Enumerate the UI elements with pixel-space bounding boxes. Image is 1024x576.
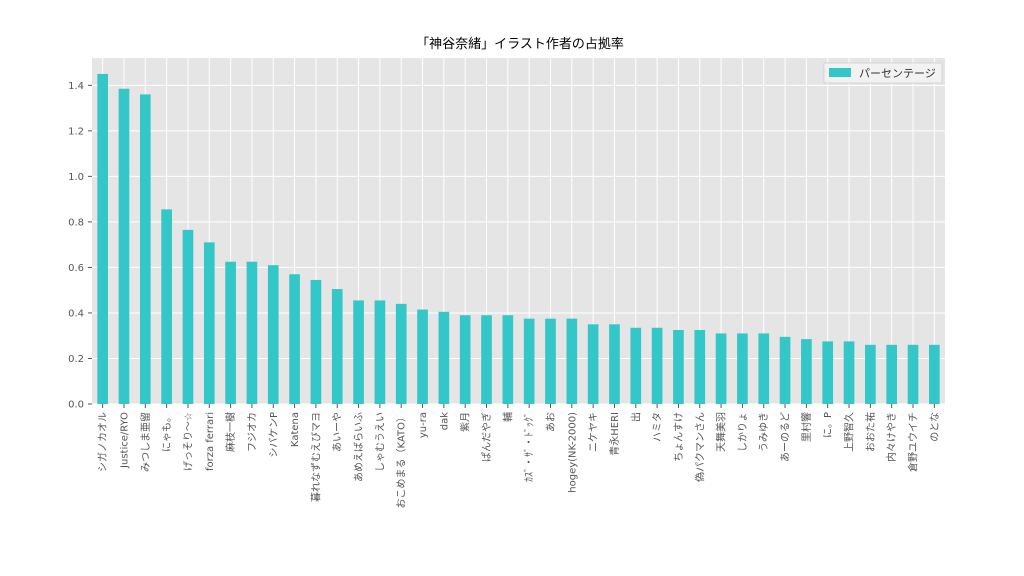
x-tick-label: フジオカ: [246, 412, 258, 452]
x-tick-label: 倉野ユウイチ: [907, 412, 920, 472]
plot-area: [92, 58, 945, 404]
bar: [843, 341, 855, 404]
x-tick-label: シバケンP: [268, 412, 280, 457]
x-tick-label: 麻枝一樹: [224, 412, 237, 452]
bar: [225, 261, 236, 404]
bar: [609, 324, 620, 404]
bar: [267, 265, 279, 404]
bar: [246, 261, 258, 404]
x-tick-label: Justice/RYO: [119, 412, 130, 469]
y-tick-label: 0.2: [68, 354, 84, 365]
bar: [886, 344, 898, 404]
y-tick-label: 1.2: [68, 126, 84, 137]
legend-box: [823, 62, 943, 84]
bar: [758, 333, 770, 404]
x-tick-label: Katena: [290, 412, 301, 447]
bar: [929, 344, 940, 404]
x-tick-label: 紫月: [460, 412, 472, 432]
legend: パーセンテージ: [823, 62, 943, 84]
x-axis: シガノカオル Justice/RYO みつしま亜留 にゃも。 げっそり〜☆ forza f…: [97, 404, 941, 508]
bar: [545, 318, 556, 404]
bar: [822, 341, 834, 404]
bar: [907, 344, 919, 404]
bar: [438, 311, 450, 404]
x-tick-label: hogey(NK-2000): [567, 412, 578, 493]
bar: [651, 327, 663, 404]
y-tick-label: 0.6: [68, 263, 84, 274]
chart-title: 「神谷奈緒」イラスト作者の占拠率: [416, 36, 624, 52]
bar: [182, 229, 194, 404]
bar: [139, 94, 151, 404]
bar: [587, 324, 599, 404]
bar: [331, 289, 343, 404]
bar: [694, 330, 706, 404]
bar: [801, 339, 812, 404]
bar: [161, 209, 172, 404]
x-tick-label: ちょんすけ: [673, 412, 685, 462]
x-tick-label: おおた祐: [864, 412, 877, 452]
bar: [395, 303, 407, 404]
x-tick-label: ハミタ: [652, 412, 664, 442]
x-tick-label: しゃむうえい: [374, 412, 386, 472]
y-tick-label: 0.8: [68, 217, 84, 228]
bar: [630, 327, 642, 404]
bar: [374, 300, 386, 404]
y-tick-label: 0.4: [68, 308, 84, 319]
x-tick-label: みつしま亜留: [139, 412, 152, 472]
x-tick-label: あいーや: [332, 412, 344, 452]
x-tick-label: あお: [545, 412, 557, 432]
bar: [523, 318, 535, 404]
x-tick-label: 里村響: [800, 412, 813, 442]
x-tick-label: 暮れなずむえびマヨ: [309, 412, 322, 502]
x-tick-label: 天舞美羽: [715, 412, 728, 452]
bar: [737, 333, 748, 404]
bar: [310, 279, 322, 404]
x-tick-label: ｶｽﾞ・ｻﾞ・ﾄﾞｯｸﾞ: [524, 412, 536, 482]
bar: [673, 330, 684, 404]
x-tick-label: のとな: [929, 412, 941, 442]
x-tick-label: 偽パクマンさん: [693, 412, 706, 482]
bar: [203, 242, 215, 404]
bar: [779, 336, 791, 404]
bar: [97, 73, 108, 405]
x-tick-label: forza ferrari: [205, 412, 216, 471]
bar: [118, 88, 130, 405]
x-tick-label: あーのるど: [780, 412, 792, 462]
x-tick-label: ぱんだやぎ: [480, 412, 493, 462]
bar: [289, 274, 300, 404]
x-tick-label: げっそり〜☆: [182, 412, 194, 471]
x-tick-label: 青永HERI: [608, 412, 621, 456]
x-tick-label: yu-ra: [418, 412, 429, 438]
y-axis: 0.0 0.2 0.4 0.6 0.8 1.0 1.2 1.4: [68, 81, 92, 411]
bar: [459, 315, 471, 404]
bar: [481, 315, 492, 404]
x-tick-label: 出: [629, 412, 642, 422]
bars: [97, 73, 940, 405]
y-tick-label: 1.4: [68, 81, 84, 92]
y-tick-label: 1.0: [68, 172, 84, 183]
bar: [353, 300, 364, 404]
legend-swatch: [829, 68, 851, 77]
x-tick-label: うみゆき: [758, 412, 770, 452]
y-tick-label: 0.0: [68, 400, 84, 411]
x-tick-label: 輔: [501, 412, 514, 422]
x-tick-label: シガノカオル: [97, 412, 109, 472]
x-tick-label: dak: [439, 412, 450, 430]
x-tick-label: おこめまる（KATO）: [396, 412, 408, 508]
bar: [715, 333, 727, 404]
x-tick-label: に。P: [822, 412, 834, 438]
x-tick-label: しかりょ: [737, 412, 749, 452]
bar: [417, 309, 428, 404]
legend-label: パーセンテージ: [859, 67, 936, 80]
bar: [865, 344, 876, 404]
x-tick-label: 内々けやき: [885, 412, 898, 462]
bar: [502, 315, 514, 404]
x-tick-label: にゃも。: [161, 412, 173, 452]
x-tick-label: あめえばらいふ: [353, 412, 365, 482]
x-tick-label: 上野智久: [843, 412, 856, 452]
x-tick-label: ニケヤキ: [588, 412, 600, 452]
bar: [566, 318, 578, 404]
